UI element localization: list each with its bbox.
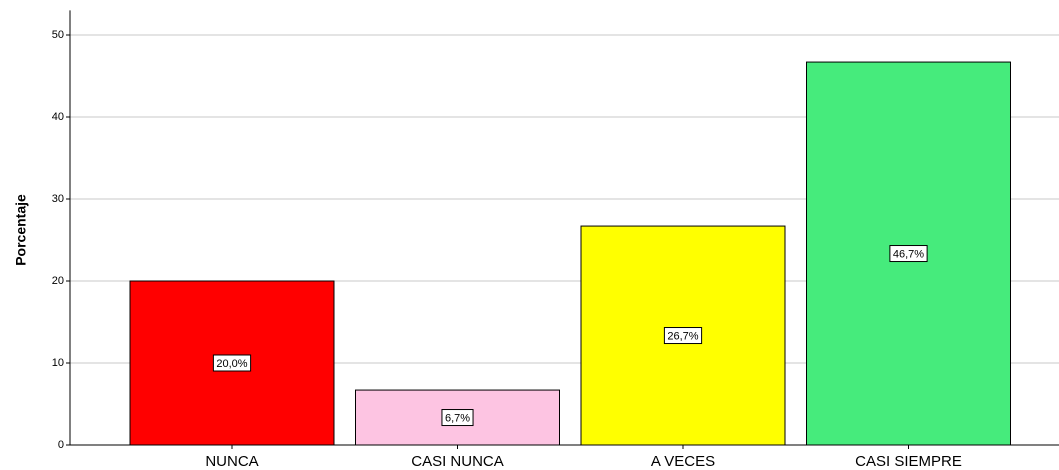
y-tick-label: 0 [58,439,64,451]
data-label: 26,7% [667,330,698,342]
y-tick-label: 40 [52,111,64,123]
x-tick-label: NUNCA [205,453,258,470]
y-axis-title: Porcentaje [13,194,29,266]
x-tick-label: CASI SIEMPRE [855,453,962,470]
data-label-box [663,327,703,345]
y-tick-label: 50 [52,29,64,41]
data-label-box [441,409,474,427]
x-tick-label: A VECES [651,453,715,470]
y-tick-label: 20 [52,275,64,287]
data-label: 20,0% [216,358,247,370]
y-tick-label: 10 [52,357,64,369]
x-tick-label: CASI NUNCA [411,453,504,470]
y-tick-label: 30 [52,193,64,205]
data-label: 6,7% [445,412,470,424]
data-label-box [889,245,928,263]
data-label-box [212,354,252,372]
data-label: 46,7% [893,248,924,260]
